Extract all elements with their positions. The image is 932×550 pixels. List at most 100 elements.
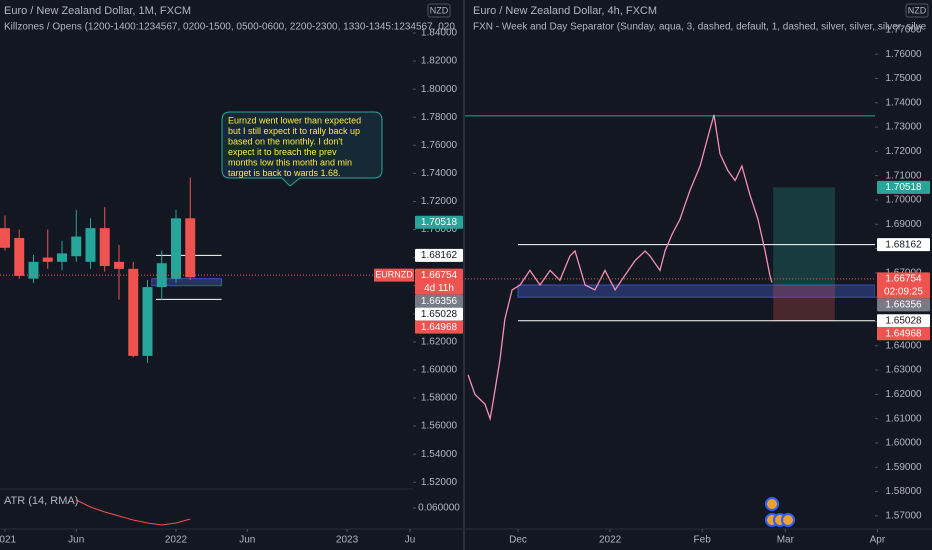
price-label: 1.65028 [421,309,458,320]
left-atr-plot [75,499,191,526]
y-tick-label: 1.75000 [885,73,922,84]
y-tick-label: 1.74000 [885,97,922,108]
atr-legend: ATR (14, RMA) [4,495,78,507]
x-tick-label: Ju [405,535,416,546]
candle-body [99,228,110,267]
right-plot [465,114,875,422]
y-tick-label: 1.52000 [421,477,458,488]
y-tick-label: 1.63000 [885,365,922,376]
price-label-bg [877,238,930,252]
y-tick-label: 1.70000 [885,195,922,206]
y-tick-label: 1.59000 [885,462,922,473]
callout-text: expect it to breach the prev [228,147,337,157]
candle-body [71,236,82,257]
currency-badge[interactable] [905,3,929,18]
candle-body [142,287,153,356]
price-label-bg [415,320,463,334]
y-tick-label: 1.70000 [421,224,458,235]
price-label: 1.68162 [885,239,922,250]
y-tick-label: 1.84000 [421,28,458,39]
event-icons[interactable] [765,497,795,527]
position-target [773,187,835,286]
price-label-bg [877,272,930,299]
zone [517,284,875,298]
x-tick-label: Apr [870,535,886,546]
currency-label: NZD [430,5,449,15]
price-label-bg [877,180,930,194]
y-tick-label: 1.76000 [421,140,458,151]
price-label: 1.66754 [885,273,922,284]
price-label-bg [877,298,930,312]
y-tick-label: 1.77000 [885,25,922,36]
chart-title: Euro / New Zealand Dollar, 1M, FXCM [4,5,191,17]
currency-badge[interactable] [427,3,451,18]
zone [151,278,223,287]
y-tick-label: 1.71000 [885,170,922,181]
candle-body [185,218,196,278]
chart-title: Euro / New Zealand Dollar, 4h, FXCM [473,5,657,17]
price-label: 1.70518 [885,182,922,193]
indicator-legend: FXN - Week and Day Separator (Sunday, aq… [473,22,927,33]
callout-text: but I still expect it to rally back up [228,126,360,136]
x-tick-label: Mar [777,535,795,546]
y-tick-label: 1.72000 [885,146,922,157]
price-label-bg [415,248,463,262]
price-label: 1.65028 [885,315,922,326]
callout-text: target is back to wards 1.68. [228,168,341,178]
x-tick-label: 2022 [165,535,188,546]
x-tick-label: Dec [509,535,527,546]
callout-box [221,111,383,187]
price-label-bg [877,314,930,328]
y-tick-label: 1.80000 [421,84,458,95]
position-stop [773,285,835,321]
y-tick-label: 1.54000 [421,449,458,460]
symbol-tag-bg [374,268,414,282]
y-tick-label: 1.82000 [421,56,458,67]
y-tick-label: 1.72000 [421,196,458,207]
y-tick-label: 1.58000 [421,393,458,404]
y-tick-label: 1.56000 [421,421,458,432]
price-label: 1.64968 [885,328,922,339]
callout-text: based on the monthly. I don't [228,136,343,146]
y-tick-label: 1.57000 [885,510,922,521]
left-plot [0,177,413,363]
price-label: 1.66356 [421,296,458,307]
price-label: 1.64968 [421,322,458,333]
candle-body [156,263,167,288]
candle-body [171,218,181,279]
price-label: 1.66754 [421,270,458,281]
candle-body [128,268,139,356]
price-label-bg [415,268,463,295]
atr-tick-label: 0.060000 [418,503,460,514]
price-countdown: 02:09:25 [884,286,923,297]
y-tick-label: 1.62000 [885,389,922,400]
price-label: 1.70518 [421,217,458,228]
candle-body [28,261,39,279]
price-line [467,114,773,422]
price-label: 1.68162 [421,250,458,261]
candle-body [57,253,67,262]
price-label-bg [415,294,463,308]
candle-body [0,228,10,248]
price-label-bg [415,215,463,229]
price-label-bg [877,327,930,341]
y-tick-label: 1.76000 [885,49,922,60]
callout-text: Eurnzd went lower than expected [228,115,361,125]
indicator-legend: Killzones / Opens (1200-1400:1234567, 02… [4,22,455,33]
y-tick-label: 1.69000 [885,219,922,230]
currency-label: NZD [908,5,927,15]
candle-body [14,237,25,276]
symbol-tag: EURNZD [375,269,413,279]
y-tick-label: 1.73000 [885,122,922,133]
y-tick-label: 1.60000 [421,365,458,376]
x-tick-label: Jun [68,535,84,546]
y-tick-label: 1.58000 [885,486,922,497]
x-tick-label: 2023 [336,535,359,546]
candle-body [85,228,96,262]
y-tick-label: 1.60000 [885,438,922,449]
y-tick-label: 1.64000 [885,340,922,351]
x-tick-label: Jun [239,535,255,546]
